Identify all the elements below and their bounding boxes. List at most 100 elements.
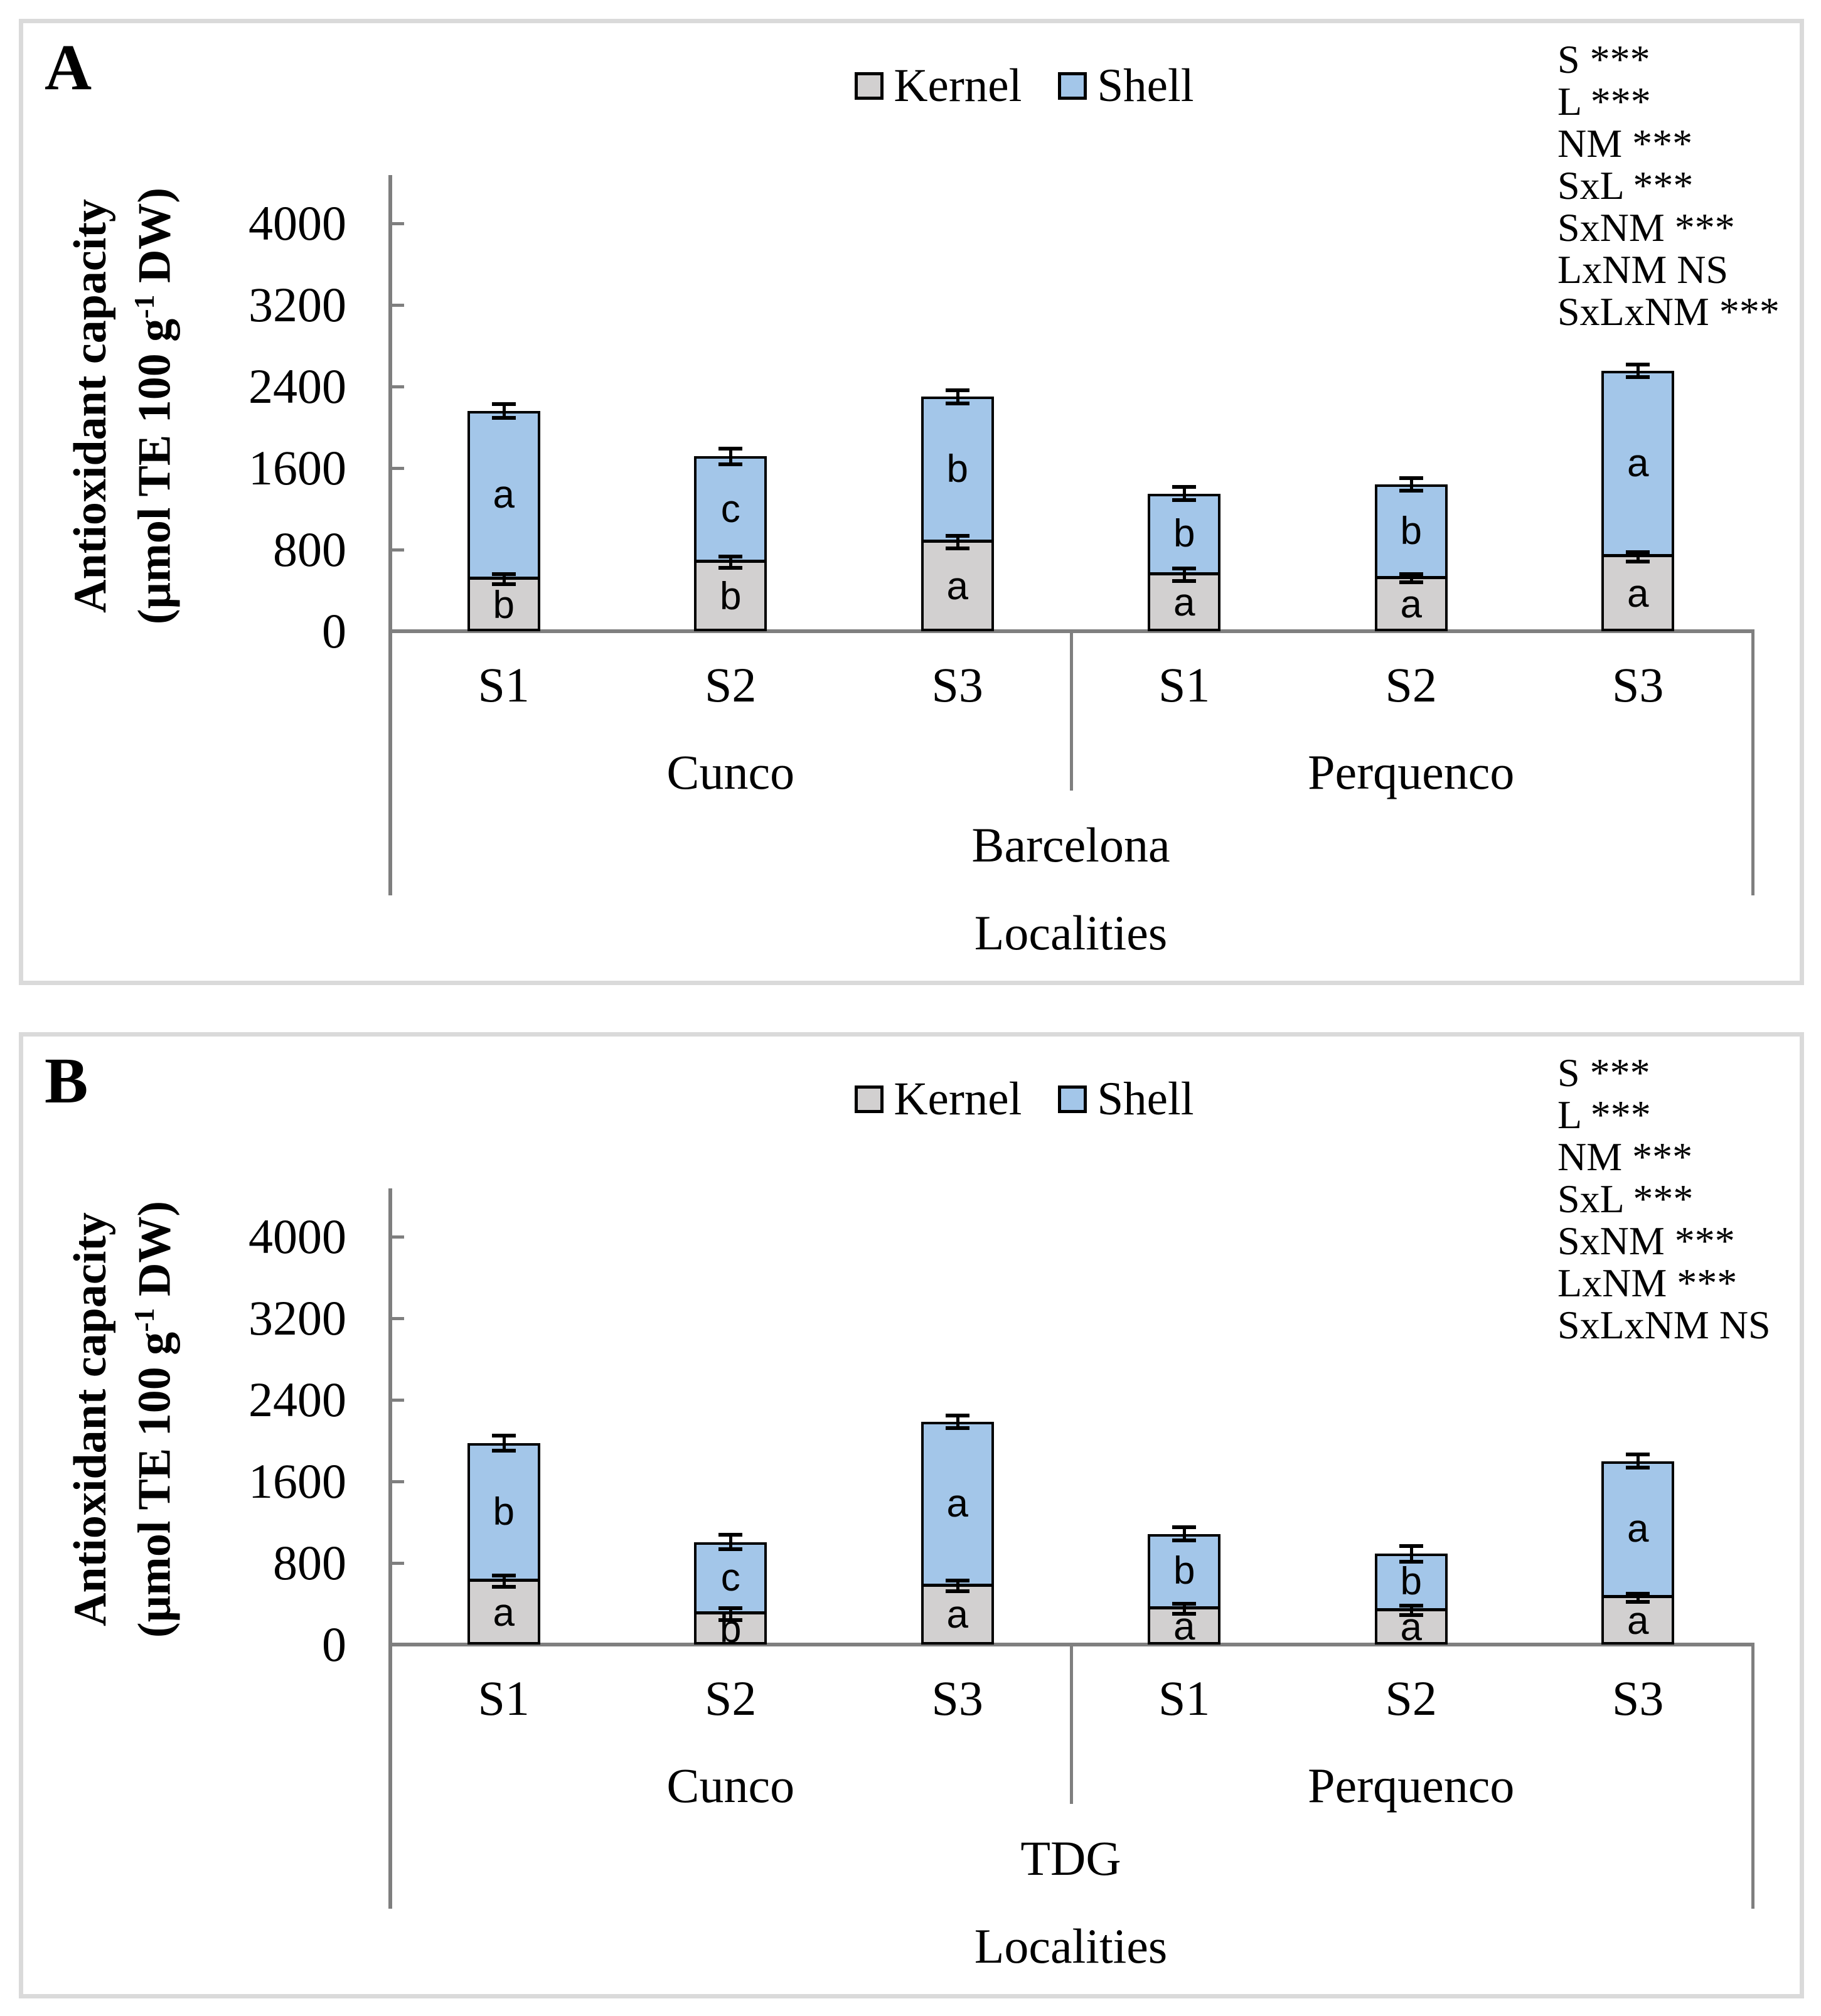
stacked-bar-cunco-s3 [921, 1421, 994, 1645]
stacked-bar-cunco-s1 [467, 1443, 540, 1645]
stats-line: S *** [1557, 1050, 1650, 1095]
season-label: S1 [1158, 1671, 1210, 1725]
total-error-bar-cap [1626, 1452, 1650, 1456]
kernel-segment [923, 1583, 991, 1642]
total-error-bar-cap [945, 1414, 969, 1418]
stats-line: SxL *** [1557, 1176, 1694, 1221]
kernel-error-bar-cap [1172, 567, 1197, 571]
y-tick-label: 2400 [248, 1372, 346, 1427]
shell-letter: a [946, 1481, 968, 1525]
stats-line: SxLxNM NS [1557, 1303, 1771, 1347]
kernel-letter: a [1173, 580, 1195, 624]
y-tick-label: 0 [322, 1617, 346, 1672]
stacked-bar-perquenco-s3 [1601, 1461, 1675, 1645]
kernel-swatch-icon [855, 72, 884, 100]
stats-line: NM *** [1557, 121, 1693, 166]
stats-line: SxLxNM *** [1557, 289, 1780, 334]
y-tick-label: 800 [273, 1535, 346, 1590]
kernel-letter: b [493, 583, 515, 627]
legend-item-shell: Shell [1058, 62, 1194, 109]
kernel-error-bar-cap [491, 582, 516, 587]
plot-right-border [1751, 631, 1754, 895]
x-axis-title: Localities [974, 905, 1168, 960]
season-label: S2 [1385, 1671, 1437, 1725]
stats-line: SxNM *** [1557, 1219, 1735, 1263]
season-label: S2 [705, 658, 757, 712]
y-tick-label: 0 [322, 604, 346, 658]
total-error-bar [1409, 478, 1413, 491]
panel-b-letter: B [45, 1045, 88, 1117]
y-tick-label: 1600 [248, 1454, 346, 1508]
total-error-bar [729, 1535, 733, 1550]
kernel-error-bar [502, 1576, 506, 1587]
group-divider [1069, 1645, 1073, 1804]
season-label: S3 [1612, 658, 1664, 712]
total-error-bar-cap [945, 401, 969, 405]
total-error-bar [956, 390, 959, 403]
kernel-error-bar-cap [1399, 580, 1423, 584]
total-error-bar-cap [491, 416, 516, 420]
kernel-error-bar-cap [491, 572, 516, 576]
kernel-error-bar-cap [945, 534, 969, 538]
shell-letter: a [1627, 442, 1649, 486]
shell-letter: a [493, 473, 515, 517]
kernel-error-bar-cap [1626, 1599, 1650, 1604]
y-tick-mark [390, 1480, 404, 1483]
plot-right-border [1751, 1645, 1754, 1909]
kernel-error-bar-cap [1399, 1604, 1423, 1608]
kernel-error-bar [502, 574, 506, 585]
stats-line: NM *** [1557, 1134, 1693, 1179]
kernel-error-bar [1183, 568, 1187, 581]
kernel-error-bar-cap [945, 1589, 969, 1593]
kernel-error-bar-cap [491, 1574, 516, 1578]
y-tick-mark [390, 467, 404, 470]
kernel-error-bar [1409, 1606, 1413, 1615]
total-error-bar-cap [945, 388, 969, 392]
kernel-error-bar-cap [945, 1579, 969, 1583]
total-error-bar-cap [491, 402, 516, 406]
season-label: S2 [705, 1671, 757, 1725]
total-error-bar [1637, 365, 1640, 377]
stacked-bar-cunco-s2 [694, 456, 767, 631]
stats-line: LxNM NS [1557, 247, 1729, 292]
group-divider [1069, 631, 1073, 791]
kernel-error-bar [1183, 1604, 1187, 1614]
kernel-letter: a [493, 1591, 515, 1635]
stats-line: SxL *** [1557, 163, 1694, 208]
total-error-bar-cap [718, 1533, 743, 1537]
kernel-error-bar-cap [718, 555, 743, 559]
total-error-bar [502, 1435, 506, 1451]
locality-label: Barcelona [971, 818, 1170, 872]
total-error-bar-cap [1626, 1466, 1650, 1470]
total-error-bar-cap [1172, 1525, 1197, 1530]
total-error-bar [956, 1416, 959, 1428]
y-tick-mark [390, 548, 404, 552]
stats-block: S *** L *** NM *** SxL *** SxNM *** LxNM… [1557, 1052, 1771, 1346]
shell-letter: b [493, 1490, 515, 1534]
total-error-bar-cap [1172, 498, 1197, 503]
shell-letter: b [1173, 1549, 1195, 1593]
total-error-bar [729, 449, 733, 464]
total-error-bar-cap [1399, 1559, 1423, 1564]
group-label: Perquenco [1308, 745, 1515, 799]
y-tick-mark [390, 1317, 404, 1320]
shell-letter: c [720, 487, 740, 531]
stats-line: SxNM *** [1557, 205, 1735, 250]
kernel-letter: a [946, 1593, 968, 1637]
kernel-error-bar-cap [1399, 1613, 1423, 1617]
shell-swatch-icon [1058, 1085, 1087, 1113]
group-label: Cunco [666, 745, 795, 799]
kernel-swatch-icon [855, 1085, 884, 1113]
kernel-error-bar-cap [718, 1606, 743, 1610]
total-error-bar-cap [718, 1547, 743, 1552]
total-error-bar-cap [491, 1449, 516, 1453]
kernel-error-bar-cap [945, 546, 969, 550]
chart-area: 0 800 1600 2400 3200 4000 Cunco b a S1 c b S2 a a S3 Per… [23, 1037, 1800, 1994]
kernel-error-bar-cap [718, 566, 743, 570]
season-label: S3 [931, 1671, 983, 1725]
legend: Kernel Shell [136, 1075, 1821, 1123]
chart-area: 0 800 1600 2400 3200 4000 Cunco a b S1 c b S2 b a S3 Per… [23, 23, 1800, 981]
y-tick-label: 800 [273, 522, 346, 577]
legend-item-shell: Shell [1058, 1075, 1194, 1123]
stats-line: L *** [1557, 1092, 1651, 1137]
